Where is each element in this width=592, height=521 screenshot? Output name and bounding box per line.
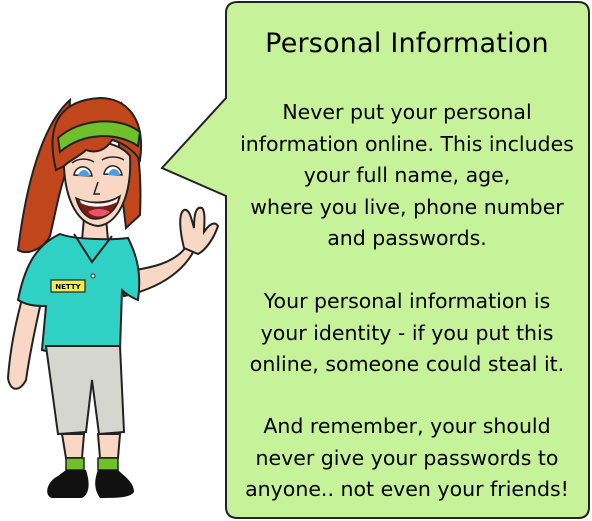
left-sock xyxy=(65,457,85,471)
shorts xyxy=(44,345,126,436)
paragraph-passwords: And remember, your should never give you… xyxy=(245,414,569,501)
waving-hand xyxy=(179,206,220,256)
badge-label: NETTY xyxy=(55,283,81,291)
paragraph-identity: Your personal information is your identi… xyxy=(249,289,565,376)
name-badge xyxy=(50,279,86,293)
shirt-button xyxy=(90,273,96,279)
paragraph-privacy: Never put your personal information onli… xyxy=(240,100,574,250)
speech-bubble xyxy=(160,1,590,519)
right-sock xyxy=(97,457,119,471)
right-shoe xyxy=(95,470,134,498)
shirt-collar xyxy=(73,233,113,264)
left-shoe xyxy=(47,470,89,498)
nose xyxy=(92,181,100,195)
right-leg xyxy=(96,433,122,459)
netty-character: NETTY xyxy=(6,96,220,498)
headband xyxy=(56,120,142,155)
mouth xyxy=(74,194,122,220)
title: Personal Information xyxy=(265,28,549,59)
left-arm xyxy=(6,290,44,390)
shirt xyxy=(16,232,141,357)
left-leg xyxy=(60,433,86,459)
